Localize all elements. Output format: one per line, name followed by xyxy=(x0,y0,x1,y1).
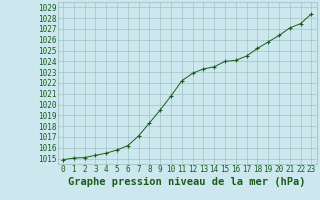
X-axis label: Graphe pression niveau de la mer (hPa): Graphe pression niveau de la mer (hPa) xyxy=(68,177,306,187)
